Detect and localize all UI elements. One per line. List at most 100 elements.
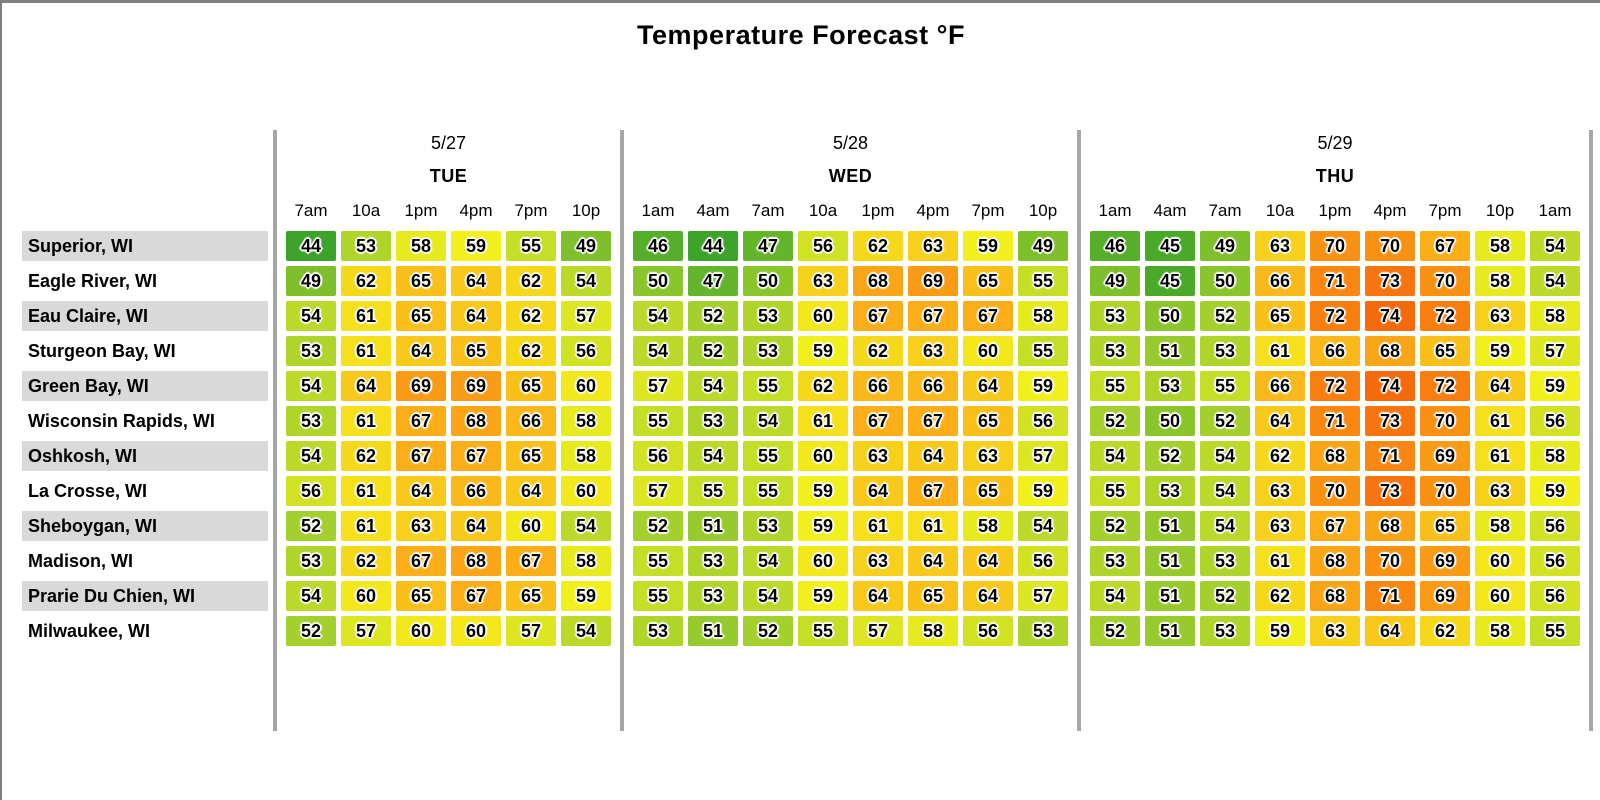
city-label: Eagle River, WI [28,271,158,291]
temp-cell: 65 [963,476,1013,506]
temp-cell: 73 [1365,476,1415,506]
temp-cell: 58 [1530,441,1580,471]
temp-cell: 58 [1475,231,1525,261]
temp-cell: 58 [1530,301,1580,331]
temp-cell: 54 [286,441,336,471]
temp-cell: 54 [286,581,336,611]
temp-cell: 61 [908,511,958,541]
temp-cell: 63 [1255,476,1305,506]
temp-cell: 64 [451,266,501,296]
time-labels-row: 1am 4am 7am 10a 1pm 4pm 7pm 10p 1am [1090,201,1580,223]
time-label: 4pm [1373,201,1407,220]
time-label: 7am [751,201,785,220]
temp-cell: 63 [963,441,1013,471]
temp-cell: 68 [451,546,501,576]
temp-cell: 52 [688,301,738,331]
day-separator-line [1077,130,1081,731]
temp-cell: 64 [1475,371,1525,401]
time-label: 1am [1098,201,1132,220]
temp-cell: 60 [963,336,1013,366]
temp-cell: 60 [451,616,501,646]
labels-header-spacer [22,130,268,231]
temp-cell: 53 [286,336,336,366]
temp-cell: 54 [561,511,611,541]
temp-cell: 70 [1420,476,1470,506]
temp-cell: 61 [1475,441,1525,471]
temp-cell: 53 [1200,336,1250,366]
time-label: 1pm [861,201,895,220]
temp-cell: 61 [341,336,391,366]
temp-cell: 63 [853,546,903,576]
temp-cell: 45 [1145,231,1195,261]
temp-cell: 66 [853,371,903,401]
temp-cell: 63 [1310,616,1360,646]
temp-cell: 67 [853,406,903,436]
temp-cell: 61 [341,476,391,506]
city-label: Green Bay, WI [22,371,268,401]
temp-cell: 53 [1090,336,1140,366]
temp-cell: 50 [1145,301,1195,331]
temp-cell: 73 [1365,266,1415,296]
temp-cell: 53 [688,581,738,611]
temp-cell: 55 [1018,336,1068,366]
temp-cell: 60 [561,371,611,401]
temp-cell: 62 [341,266,391,296]
temp-cell: 59 [451,231,501,261]
temp-cell: 51 [1145,581,1195,611]
temp-cell: 51 [1145,546,1195,576]
day-separator-line [273,130,277,731]
temp-cell: 60 [396,616,446,646]
temp-cell: 57 [1018,581,1068,611]
temp-cell: 61 [341,301,391,331]
day-group: 5/28 WED 1am 4am 7am 10a 1pm 4pm 7pm 10p 46 44 47 56 6… [633,130,1068,646]
day-separator-line [620,130,624,731]
temp-cell: 64 [853,581,903,611]
temp-cell: 67 [1420,231,1470,261]
temp-cell: 70 [1420,266,1470,296]
temp-cell: 57 [561,301,611,331]
temp-cell: 62 [853,336,903,366]
temp-cell: 68 [1310,581,1360,611]
temp-cell: 60 [1475,581,1525,611]
temp-cell: 53 [1200,546,1250,576]
time-label: 1pm [1318,201,1352,220]
city-label: La Crosse, WI [28,481,148,501]
temp-cell: 60 [798,546,848,576]
temp-cell: 67 [396,406,446,436]
day-date-label: 5/28 [832,133,869,153]
temp-cell: 59 [798,476,848,506]
temp-cell: 72 [1310,371,1360,401]
temp-cell: 59 [1475,336,1525,366]
temp-cell: 53 [1090,301,1140,331]
temp-cell: 61 [1255,336,1305,366]
temp-cell: 55 [688,476,738,506]
temp-cell: 49 [1090,266,1140,296]
temp-cell: 47 [688,266,738,296]
temp-cell: 54 [633,301,683,331]
temp-cell: 51 [1145,336,1195,366]
temp-cell: 60 [798,441,848,471]
temp-cell: 71 [1365,581,1415,611]
time-label: 4pm [916,201,950,220]
day-name-label: THU [1315,166,1355,186]
temp-cell: 56 [286,476,336,506]
temp-cell: 53 [1200,616,1250,646]
temp-cell: 52 [1200,301,1250,331]
temp-cell: 64 [963,581,1013,611]
temp-cell: 66 [506,406,556,436]
temp-cell: 68 [1310,546,1360,576]
day-name-label: TUE [429,166,468,186]
temp-cell: 61 [798,406,848,436]
temp-cell: 62 [506,336,556,366]
temp-cell: 61 [341,406,391,436]
temp-cell: 63 [908,231,958,261]
city-label: Sheboygan, WI [22,511,268,541]
temp-cell: 65 [396,266,446,296]
temp-cell: 55 [743,476,793,506]
time-label: 10p [1485,201,1515,220]
day-name-label: WED [828,166,873,186]
day-date-label: 5/27 [430,133,467,153]
time-label: 7am [294,201,328,220]
temp-cell: 66 [1255,266,1305,296]
temp-cell: 51 [688,616,738,646]
